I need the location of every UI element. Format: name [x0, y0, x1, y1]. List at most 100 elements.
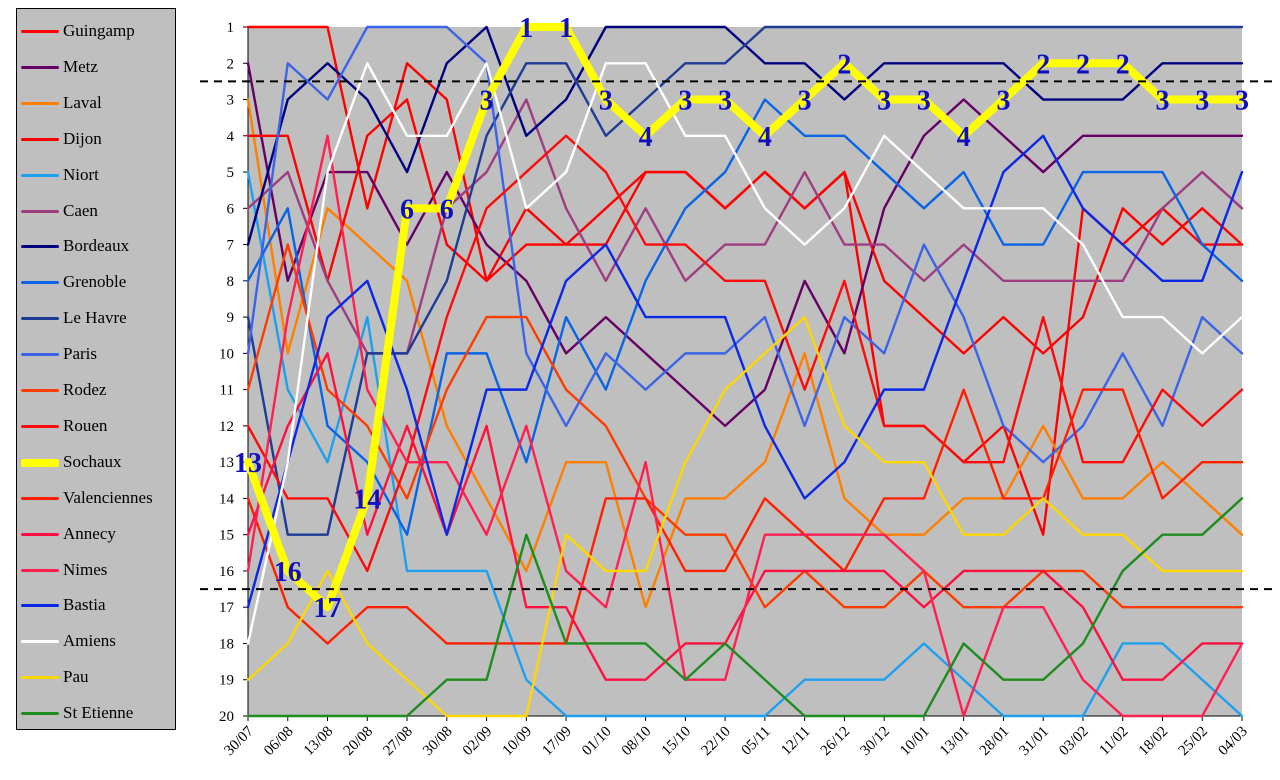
y-tick-label: 10: [219, 346, 234, 362]
legend-label: Valenciennes: [63, 487, 153, 507]
legend-swatch: [21, 640, 59, 644]
series-line-pau: [246, 315, 1244, 718]
x-tick-label: 13/01: [937, 724, 972, 759]
x-tick-label: 15/10: [659, 724, 694, 759]
legend-swatch: [21, 101, 59, 105]
legend-item: Guingamp: [17, 14, 175, 48]
legend-label: Annecy: [63, 523, 116, 543]
x-tick-label: 25/02: [1176, 724, 1211, 759]
y-tick-label: 5: [227, 165, 235, 181]
x-tick-label: 18/02: [1136, 724, 1171, 759]
legend-label: Bordeaux: [63, 236, 130, 256]
y-tick-label: 15: [219, 528, 234, 544]
legend-label: St Etienne: [63, 703, 134, 723]
series-line-rouen: [246, 134, 1244, 573]
rank-label: 3: [877, 86, 891, 117]
legend-swatch: [21, 424, 59, 428]
series-line-rodez: [246, 243, 1244, 609]
rank-label: 3: [1195, 86, 1209, 117]
x-tick-label: 10/09: [500, 724, 535, 759]
legend-label: Rodez: [63, 380, 107, 399]
legend-swatch: [21, 173, 59, 177]
x-tick-label: 03/02: [1056, 724, 1091, 759]
legend-label: Metz: [63, 56, 98, 76]
legend-label: Bastia: [63, 595, 106, 615]
x-tick-label: 10/01: [897, 724, 932, 759]
x-tick-label: 22/10: [698, 724, 733, 759]
rank-label: 17: [314, 593, 342, 624]
x-tick-label: 01/10: [579, 724, 614, 759]
legend-swatch: [21, 532, 59, 536]
series-line-dijon: [246, 98, 1244, 355]
x-tick-label: 31/01: [1017, 724, 1052, 759]
legend-label: Niort: [63, 164, 99, 184]
legend-item: Metz: [17, 50, 175, 84]
rank-label: 4: [758, 122, 772, 153]
rank-label: 3: [1235, 86, 1249, 117]
x-tick-label: 05/11: [739, 724, 774, 759]
y-tick-label: 16: [219, 564, 235, 580]
x-tick-label: 26/12: [818, 724, 853, 759]
legend-label: Dijon: [63, 128, 102, 148]
x-tick-label: 02/09: [460, 724, 495, 759]
series-line-grenoble: [246, 98, 1244, 536]
legend-swatch: [21, 458, 59, 467]
legend-item: Annecy: [17, 517, 175, 551]
rank-label: 14: [353, 484, 381, 515]
y-tick-label: 1: [227, 20, 235, 36]
y-tick-label: 6: [227, 201, 235, 217]
legend-label: Guingamp: [63, 21, 135, 40]
y-tick-label: 18: [219, 636, 234, 652]
legend-label: Sochaux: [63, 451, 122, 471]
rank-label: 4: [639, 122, 653, 153]
legend-item: Sochaux: [17, 445, 175, 479]
x-tick-label: 17/09: [539, 724, 574, 759]
legend-label: Laval: [63, 92, 102, 112]
legend-swatch: [21, 712, 59, 716]
legend-label: Le Havre: [63, 308, 127, 328]
legend-swatch: [21, 65, 59, 69]
legend-item: Nimes: [17, 553, 175, 587]
rank-label: 4: [957, 122, 971, 153]
x-tick-label: 30/08: [420, 724, 455, 759]
rank-label: 3: [678, 86, 692, 117]
legend-swatch: [21, 353, 59, 357]
x-tick-label: 30/12: [858, 724, 893, 759]
series-line-valenciennes: [246, 388, 1244, 645]
rank-label: 3: [1155, 86, 1169, 117]
y-tick-label: 11: [220, 383, 234, 399]
legend-label: Pau: [63, 667, 89, 687]
series-line-le-havre: [246, 25, 1244, 536]
legend-label: Paris: [63, 344, 97, 364]
x-tick-label: 13/08: [301, 724, 336, 759]
x-tick-label: 08/10: [619, 724, 654, 759]
legend-item: Amiens: [17, 624, 175, 658]
legend-item: Valenciennes: [17, 481, 175, 515]
legend-swatch: [21, 317, 59, 321]
rank-label: 2: [837, 49, 851, 80]
legend-label: Amiens: [63, 631, 116, 651]
y-tick-label: 2: [227, 56, 235, 72]
chart-legend: Guingamp Metz Laval Dijon Niort Caen Bordeaux G…: [16, 8, 176, 730]
rank-label: 13: [234, 448, 262, 479]
y-tick-label: 12: [219, 419, 234, 435]
legend-label: Grenoble: [63, 272, 127, 292]
x-tick-label: 27/08: [380, 724, 415, 759]
rank-label: 3: [798, 86, 812, 117]
y-tick-label: 3: [227, 93, 235, 109]
y-tick-label: 4: [227, 129, 235, 145]
y-tick-label: 9: [227, 310, 235, 326]
rank-label: 2: [1116, 49, 1130, 80]
y-tick-label: 14: [219, 491, 235, 507]
legend-item: Caen: [17, 194, 175, 228]
legend-swatch: [21, 209, 59, 213]
x-tick-label: 20/08: [341, 724, 376, 759]
rank-label: 6: [400, 194, 414, 225]
legend-item: Rodez: [17, 373, 175, 407]
legend-swatch: [21, 568, 59, 572]
legend-item: St Etienne: [17, 696, 175, 730]
series-line-paris: [246, 25, 1244, 464]
rank-label: 3: [480, 86, 494, 117]
x-tick-label: 30/07: [221, 723, 257, 759]
